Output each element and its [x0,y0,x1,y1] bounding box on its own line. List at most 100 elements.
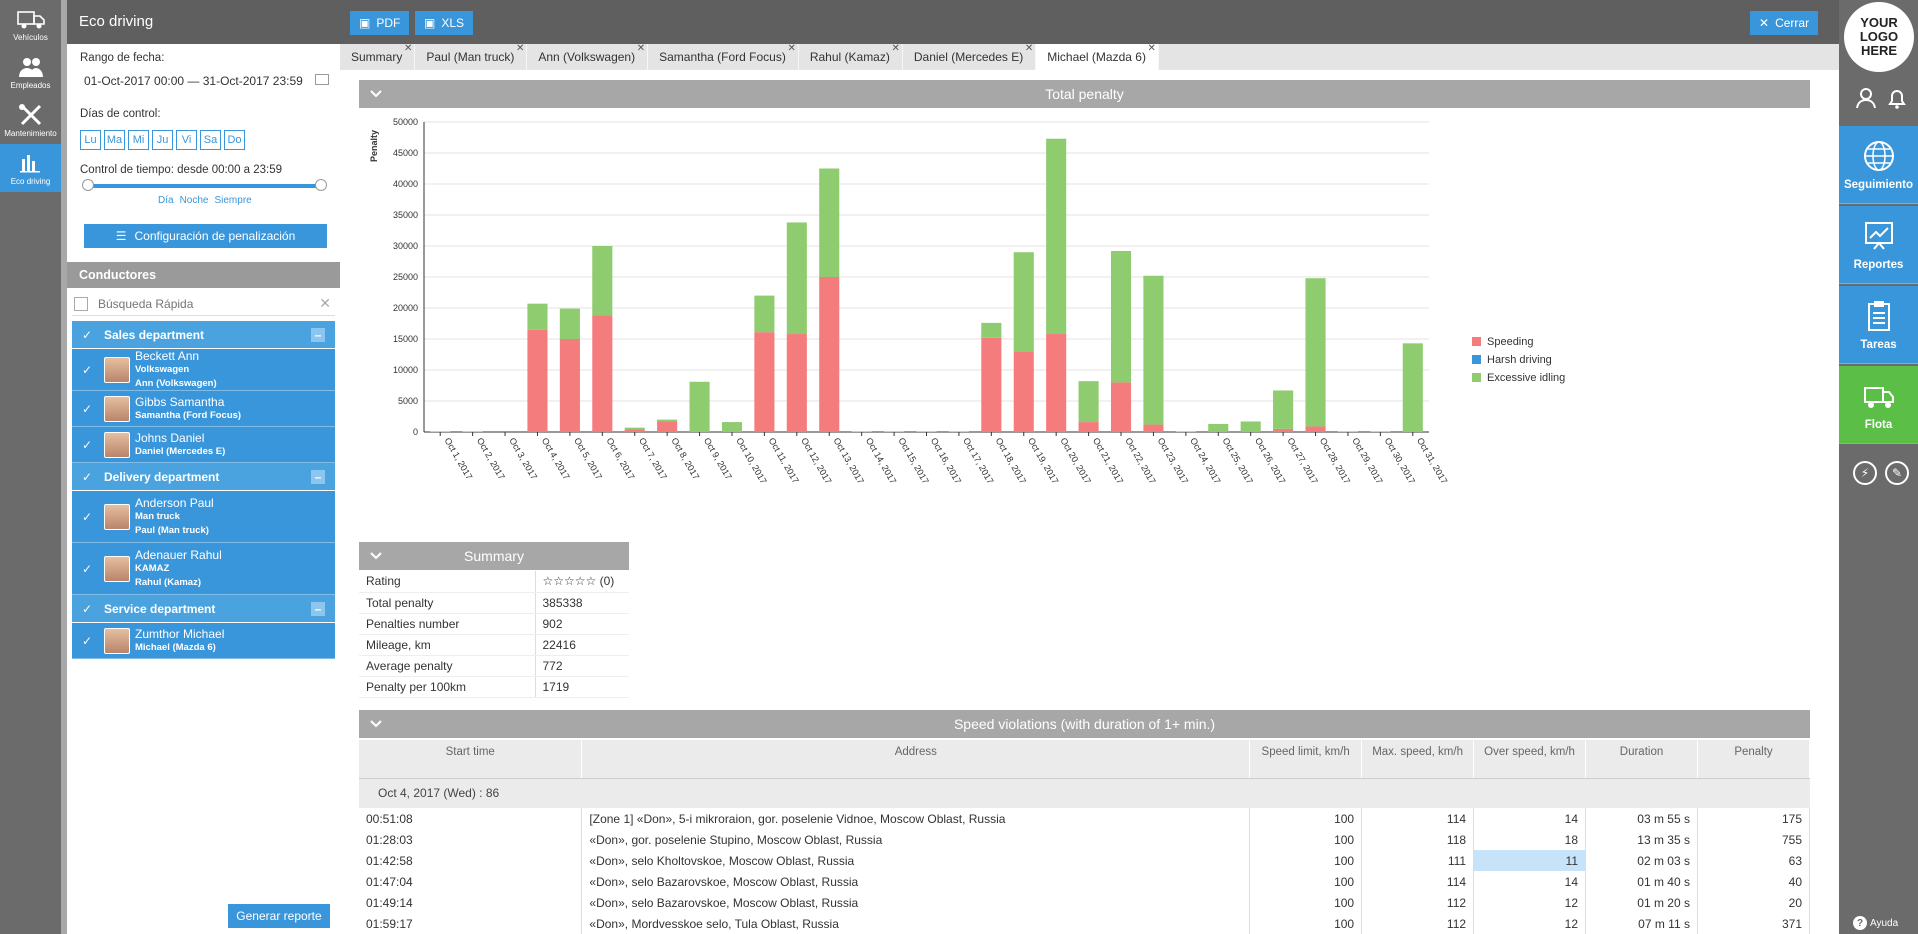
group-row[interactable]: Oct 4, 2017 (Wed) : 86 [359,778,1810,808]
close-tab-icon[interactable]: ✕ [1024,43,1034,54]
col-address[interactable]: Address [581,740,1251,779]
check-icon[interactable]: ✓ [81,401,93,416]
table-row[interactable]: 01:47:04 «Don», selo Bazarovskoe, Moscow … [359,871,1811,892]
chevron-down-icon[interactable] [369,717,383,731]
select-all-checkbox[interactable] [74,296,88,311]
col-over-speed[interactable]: Over speed, km/h [1473,740,1587,779]
violations-header[interactable]: Speed violations (with duration of 1+ mi… [359,710,1810,738]
check-icon[interactable]: ✓ [81,561,93,576]
department-service[interactable]: ✓ Service department – [72,595,335,623]
close-tab-icon[interactable]: ✕ [891,43,900,54]
check-icon[interactable]: ✓ [81,509,93,524]
nav-vehiculos[interactable]: Vehículos [0,0,61,48]
check-icon[interactable]: ✓ [81,469,93,484]
table-row[interactable]: 01:49:14 «Don», selo Bazarovskoe, Moscow … [359,892,1811,913]
help-link[interactable]: ? Ayuda [1853,916,1898,930]
chevron-down-icon[interactable] [369,549,383,563]
date-range-value[interactable]: 01-Oct-2017 00:00 — 31-Oct-2017 23:59 [84,74,303,88]
table-row[interactable]: 01:59:17 «Don», Mordvesskoe selo, Tula Ob… [359,913,1811,934]
day-thu[interactable]: Ju [152,130,173,150]
tab-paul[interactable]: Paul (Man truck) ✕ [415,43,528,70]
calendar-icon[interactable] [315,74,329,85]
summary-header[interactable]: Summary [359,542,629,570]
driver-row[interactable]: ✓ Zumthor Michael Michael (Mazda 6) [72,623,335,659]
col-speed-limit[interactable]: Speed limit, km/h [1249,740,1363,779]
col-penalty[interactable]: Penalty [1697,740,1811,779]
bar-speeding [819,277,840,432]
clear-search-icon[interactable]: ✕ [319,295,331,311]
day-tue[interactable]: Ma [104,130,125,150]
no-signal-icon[interactable]: ⚡ [1853,461,1877,485]
driver-row[interactable]: ✓ Adenauer Rahul KAMAZ Rahul (Kamaz) [72,543,335,595]
tab-ann[interactable]: Ann (Volkswagen) ✕ [527,43,649,70]
tab-label: Samantha (Ford Focus) [659,50,786,64]
export-xls-button[interactable]: ▣ XLS [415,11,474,35]
driver-row[interactable]: ✓ Anderson Paul Man truck Paul (Man truck) [72,491,335,543]
driver-row[interactable]: ✓ Beckett Ann Volkswagen Ann (Volkswagen) [72,349,335,391]
mode-night[interactable]: Noche [179,195,209,206]
generate-report-button[interactable]: Generar reporte [228,904,330,928]
tab-summary[interactable]: Summary ✕ [340,43,416,70]
chevron-down-icon[interactable] [369,87,383,101]
nav-flota[interactable]: Flota [1839,366,1918,444]
department-delivery[interactable]: ✓ Delivery department – [72,463,335,491]
bell-icon[interactable] [1885,86,1909,110]
table-row[interactable]: 01:42:58 «Don», selo Kholtovskoe, Moscow … [359,850,1811,871]
chart-section-header[interactable]: Total penalty [359,80,1810,108]
wrench-icon[interactable]: ✎ [1885,461,1909,485]
mode-day[interactable]: Día [158,195,174,206]
check-icon[interactable]: ✓ [81,601,93,616]
driver-search-input[interactable] [98,296,298,311]
collapse-icon[interactable]: – [311,327,325,342]
avatar [104,555,130,582]
slider-start-handle[interactable] [82,179,94,191]
check-icon[interactable]: ✓ [81,437,93,452]
tab-rahul[interactable]: Rahul (Kamaz) ✕ [799,43,903,70]
check-icon[interactable]: ✓ [81,362,93,377]
close-tab-icon[interactable]: ✕ [515,43,525,54]
table-row[interactable]: 01:28:03 «Don», gor. poselenie Stupino, M… [359,829,1811,850]
slider-end-handle[interactable] [315,179,327,191]
day-fri[interactable]: Vi [176,130,197,150]
day-wed[interactable]: Mi [128,130,149,150]
nav-tareas[interactable]: Tareas [1839,286,1918,364]
tab-samantha[interactable]: Samantha (Ford Focus) ✕ [648,43,799,70]
col-duration[interactable]: Duration [1585,740,1698,779]
driver-row[interactable]: ✓ Gibbs Samantha Samantha (Ford Focus) [72,391,335,427]
tab-daniel[interactable]: Daniel (Mercedes E) ✕ [903,43,1037,70]
close-tab-icon[interactable]: ✕ [1147,43,1156,54]
cell-max: 112 [1361,913,1475,934]
close-tab-icon[interactable]: ✕ [403,43,413,54]
nav-seguimiento[interactable]: Seguimiento [1839,126,1918,204]
x-tick-label: Oct 20, 2017 [1058,436,1092,486]
check-icon[interactable]: ✓ [81,633,93,648]
collapse-icon[interactable]: – [311,601,325,616]
close-button[interactable]: ✕ Cerrar [1750,11,1819,35]
department-sales[interactable]: ✓ Sales department – [72,321,335,349]
tab-michael[interactable]: Michael (Mazda 6) ✕ [1036,43,1159,70]
bar-excessive-idling [559,308,580,339]
user-icon[interactable] [1854,86,1878,110]
collapse-icon[interactable]: – [311,469,325,484]
table-row[interactable]: 00:51:08 [Zone 1] «Don», 5-i mikroraion, … [359,808,1811,829]
y-tick-label: 5000 [398,396,418,406]
day-sun[interactable]: Do [224,130,245,150]
close-tab-icon[interactable]: ✕ [787,43,796,54]
nav-eco-driving[interactable]: Eco driving [0,144,61,192]
penalty-config-button[interactable]: ☰ Configuración de penalización [84,224,327,248]
nav-empleados[interactable]: Empleados [0,48,61,96]
export-pdf-button[interactable]: ▣ PDF [350,11,410,35]
mode-always[interactable]: Siempre [214,195,252,206]
nav-reportes[interactable]: Reportes [1839,206,1918,284]
nav-mantenimiento[interactable]: Mantenimiento [0,96,61,144]
close-tab-icon[interactable]: ✕ [636,43,646,54]
day-mon[interactable]: Lu [80,130,101,150]
check-icon[interactable]: ✓ [81,327,93,342]
col-start-time[interactable]: Start time [359,740,583,779]
bar-excessive-idling [1208,423,1229,432]
driver-row[interactable]: ✓ Johns Daniel Daniel (Mercedes E) [72,427,335,463]
day-sat[interactable]: Sa [200,130,221,150]
bar-speeding [592,315,613,432]
col-max-speed[interactable]: Max. speed, km/h [1361,740,1475,779]
time-range-slider[interactable] [82,179,327,191]
